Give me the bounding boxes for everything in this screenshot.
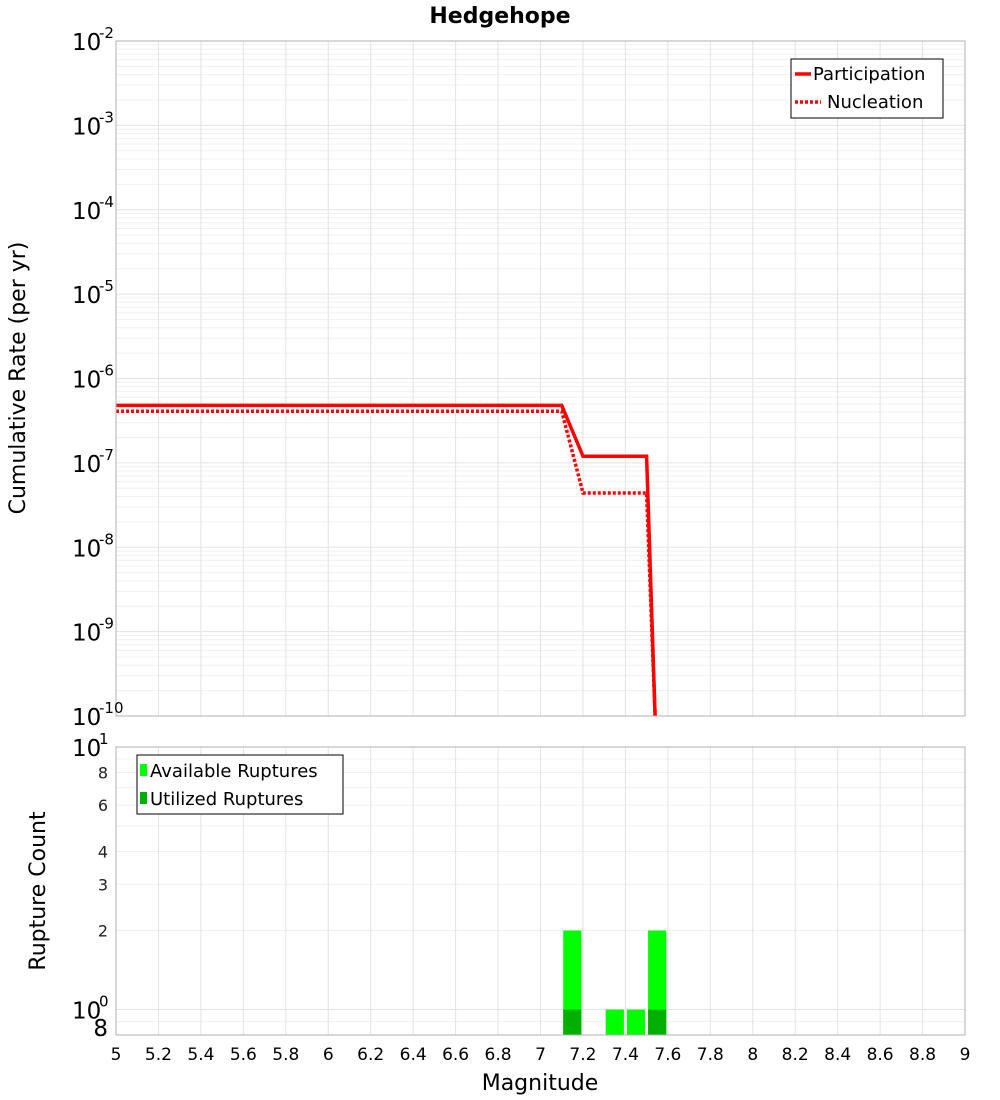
y-tick-exponent: -4 bbox=[99, 193, 114, 211]
y-tick-label: 10-7 bbox=[72, 446, 114, 478]
count-plot-frame bbox=[115, 746, 966, 1036]
bar-available-ruptures bbox=[605, 1009, 624, 1035]
rate-plot-grid bbox=[115, 40, 966, 717]
count-y-minor-tick-label: 2 bbox=[98, 922, 108, 941]
y-tick-label: 10-5 bbox=[72, 277, 114, 309]
count-y-tick-exponent: 0 bbox=[99, 993, 109, 1011]
count-y-axis-label: Rupture Count bbox=[26, 811, 51, 971]
x-tick-label: 8.2 bbox=[782, 1045, 809, 1065]
x-tick-label: 9 bbox=[960, 1045, 971, 1065]
x-tick-label: 8.6 bbox=[867, 1045, 894, 1065]
count-y-minor-tick-label: 4 bbox=[98, 842, 108, 861]
y-tick-base: 10 bbox=[72, 452, 101, 478]
chart-title: Hedgehope bbox=[429, 4, 570, 29]
x-tick-label: 6.8 bbox=[485, 1045, 512, 1065]
x-tick-label: 7 bbox=[535, 1045, 546, 1065]
x-tick-label: 6 bbox=[323, 1045, 334, 1065]
legend-label-available: Available Ruptures bbox=[150, 761, 318, 782]
y-tick-label: 10-2 bbox=[72, 24, 114, 56]
legend-swatch-available bbox=[140, 764, 147, 776]
bar-utilized-ruptures bbox=[648, 1009, 667, 1035]
y-tick-exponent: -10 bbox=[99, 699, 124, 717]
count-y-tick-base: 10 bbox=[72, 999, 101, 1025]
y-tick-label: 10-8 bbox=[72, 530, 114, 562]
y-tick-exponent: -9 bbox=[99, 615, 114, 633]
y-tick-base: 10 bbox=[72, 30, 101, 56]
series-line-participation bbox=[116, 403, 657, 717]
y-tick-label: 10-9 bbox=[72, 615, 114, 647]
count-legend-box bbox=[136, 754, 344, 815]
y-tick-label: 10-4 bbox=[72, 193, 114, 225]
y-tick-label: 10-10 bbox=[72, 699, 124, 731]
x-tick-label: 7.8 bbox=[697, 1045, 724, 1065]
rate-legend-box bbox=[790, 58, 944, 119]
bar-available-ruptures bbox=[648, 930, 667, 1035]
x-tick-label: 5.8 bbox=[272, 1045, 299, 1065]
y-tick-exponent: -8 bbox=[99, 530, 114, 548]
y-tick-exponent: -3 bbox=[99, 108, 114, 126]
count-plot-bars bbox=[563, 930, 667, 1035]
count-y-minor-tick-label: 6 bbox=[98, 796, 108, 815]
bar-available-ruptures bbox=[563, 930, 582, 1035]
x-tick-label: 8 bbox=[747, 1045, 758, 1065]
y-tick-label: 10-6 bbox=[72, 362, 114, 394]
x-tick-label: 6.2 bbox=[357, 1045, 384, 1065]
count-y-minor-tick-label: 8 bbox=[93, 1016, 108, 1042]
count-legend: Available Ruptures Utilized Ruptures bbox=[136, 754, 344, 815]
x-tick-label: 8.4 bbox=[824, 1045, 851, 1065]
x-tick-label: 7.4 bbox=[612, 1045, 639, 1065]
rate-plot-frame bbox=[115, 40, 966, 717]
x-tick-label: 5.2 bbox=[145, 1045, 172, 1065]
count-y-tick-label: 100 bbox=[72, 993, 109, 1025]
x-tick-label: 8.8 bbox=[909, 1045, 936, 1065]
x-tick-label: 5 bbox=[111, 1045, 122, 1065]
x-tick-label: 6.4 bbox=[400, 1045, 427, 1065]
legend-label-utilized: Utilized Ruptures bbox=[150, 789, 303, 810]
count-y-minor-tick-label: 3 bbox=[98, 875, 108, 894]
count-y-tick-base: 10 bbox=[72, 736, 101, 762]
y-tick-base: 10 bbox=[72, 199, 101, 225]
x-tick-label: 6.6 bbox=[442, 1045, 469, 1065]
count-y-tick-exponent: 1 bbox=[99, 730, 109, 748]
y-tick-exponent: -6 bbox=[99, 362, 114, 380]
count-y-tick-label: 101 bbox=[72, 730, 109, 762]
y-tick-base: 10 bbox=[72, 536, 101, 562]
y-tick-base: 10 bbox=[72, 705, 101, 731]
y-tick-base: 10 bbox=[72, 368, 101, 394]
x-tick-labels: 5 5.2 5.4 5.6 5.8 6 6.2 6.4 6.6 6.8 7 7.2 7.4 7.6 7.8 8… bbox=[111, 1045, 971, 1065]
rate-y-axis-label: Cumulative Rate (per yr) bbox=[6, 242, 31, 515]
legend-label-nucleation: Nucleation bbox=[827, 92, 923, 113]
series-line-nucleation bbox=[116, 409, 657, 717]
x-tick-label: 7.6 bbox=[654, 1045, 681, 1065]
rate-legend: Participation Nucleation bbox=[790, 58, 944, 119]
x-tick-label: 5.6 bbox=[230, 1045, 257, 1065]
y-tick-exponent: -7 bbox=[99, 446, 114, 464]
y-tick-base: 10 bbox=[72, 283, 101, 309]
y-tick-exponent: -5 bbox=[99, 277, 114, 295]
bar-available-ruptures bbox=[626, 1009, 646, 1035]
legend-label-participation: Participation bbox=[813, 64, 925, 85]
rate-plot-series bbox=[116, 403, 657, 717]
y-tick-exponent: -2 bbox=[99, 24, 114, 42]
x-axis-label: Magnitude bbox=[482, 1071, 599, 1096]
legend-swatch-utilized bbox=[140, 792, 147, 804]
bar-utilized-ruptures bbox=[563, 1009, 582, 1035]
x-tick-label: 5.4 bbox=[187, 1045, 214, 1065]
y-tick-base: 10 bbox=[72, 114, 101, 140]
count-y-minor-tick-label: 8 bbox=[98, 763, 108, 782]
y-tick-label: 10-3 bbox=[72, 108, 114, 140]
y-tick-base: 10 bbox=[72, 621, 101, 647]
x-tick-label: 7.2 bbox=[569, 1045, 596, 1065]
